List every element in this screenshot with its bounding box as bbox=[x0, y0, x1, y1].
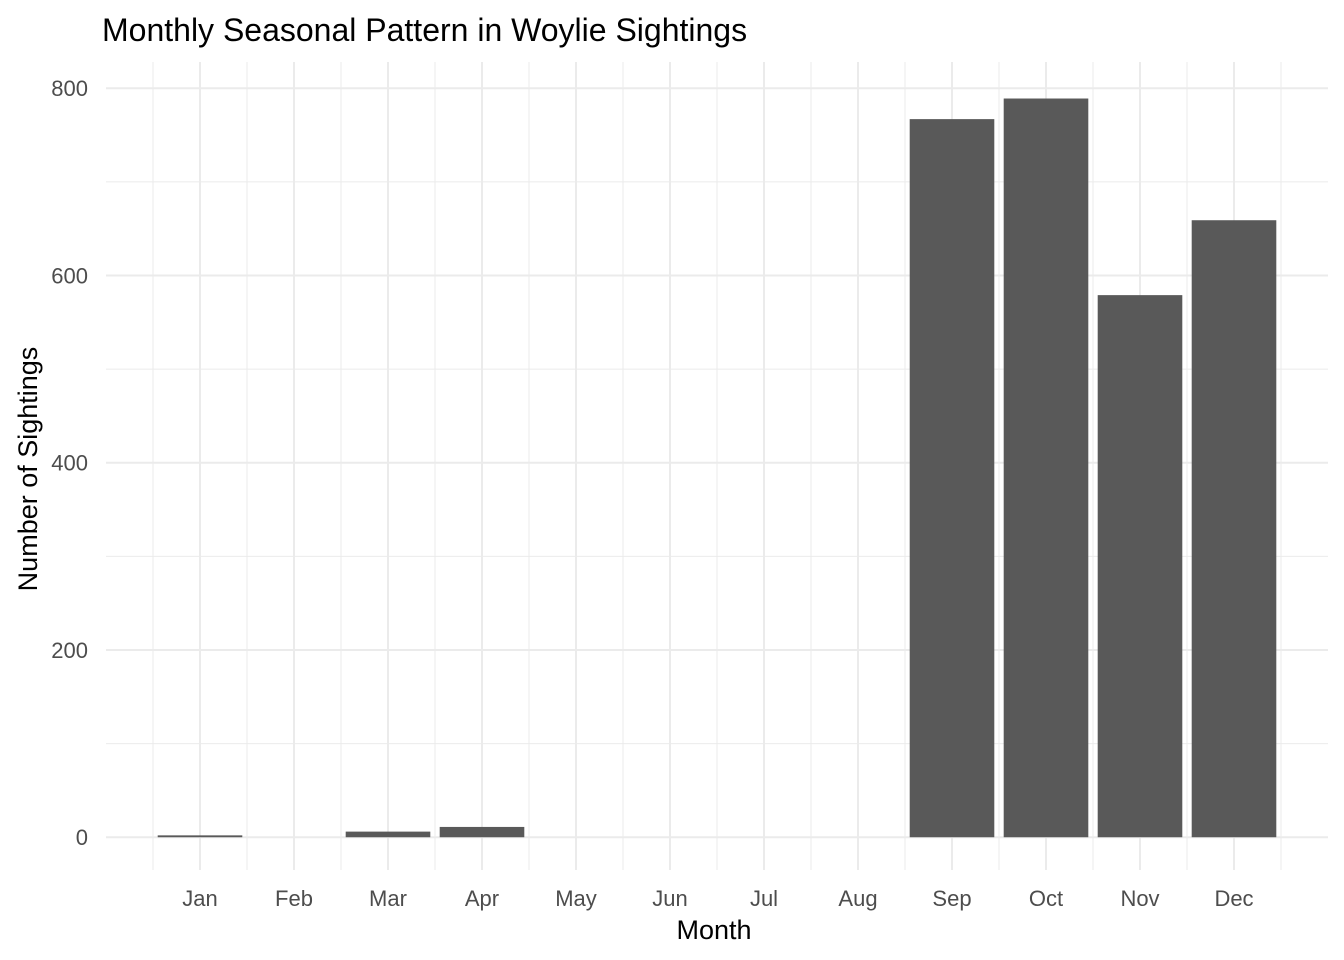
y-tick-label: 0 bbox=[76, 825, 88, 850]
x-tick-labels: Jan Feb Mar Apr May Jun Jul Aug Sep Oct Nov Dec bbox=[182, 886, 1253, 911]
y-tick-label: 600 bbox=[51, 263, 88, 288]
y-axis-title: Number of Sightings bbox=[13, 347, 43, 592]
bar-nov bbox=[1097, 295, 1183, 838]
y-tick-label: 200 bbox=[51, 638, 88, 663]
bar-apr bbox=[439, 826, 525, 838]
x-tick-label: May bbox=[555, 886, 597, 911]
x-tick-label: Jan bbox=[182, 886, 217, 911]
bar-dec bbox=[1191, 220, 1277, 838]
chart-title: Monthly Seasonal Pattern in Woylie Sight… bbox=[102, 12, 747, 48]
x-tick-label: Aug bbox=[838, 886, 877, 911]
bar-mar bbox=[345, 831, 431, 838]
y-tick-label: 400 bbox=[51, 451, 88, 476]
x-tick-label: Jul bbox=[750, 886, 778, 911]
x-tick-label: Feb bbox=[275, 886, 313, 911]
x-axis-title: Month bbox=[676, 915, 751, 945]
bars bbox=[157, 98, 1277, 838]
bar-oct bbox=[1003, 98, 1089, 838]
x-tick-label: Sep bbox=[932, 886, 971, 911]
x-tick-label: Jun bbox=[652, 886, 687, 911]
bar-jan bbox=[157, 835, 243, 838]
bar-sep bbox=[909, 119, 995, 838]
x-tick-label: Dec bbox=[1214, 886, 1253, 911]
x-tick-label: Apr bbox=[465, 886, 499, 911]
x-tick-label: Oct bbox=[1029, 886, 1063, 911]
x-tick-label: Nov bbox=[1120, 886, 1159, 911]
x-tick-label: Mar bbox=[369, 886, 407, 911]
y-tick-label: 800 bbox=[51, 76, 88, 101]
y-tick-labels: 0 200 400 600 800 bbox=[51, 76, 88, 850]
